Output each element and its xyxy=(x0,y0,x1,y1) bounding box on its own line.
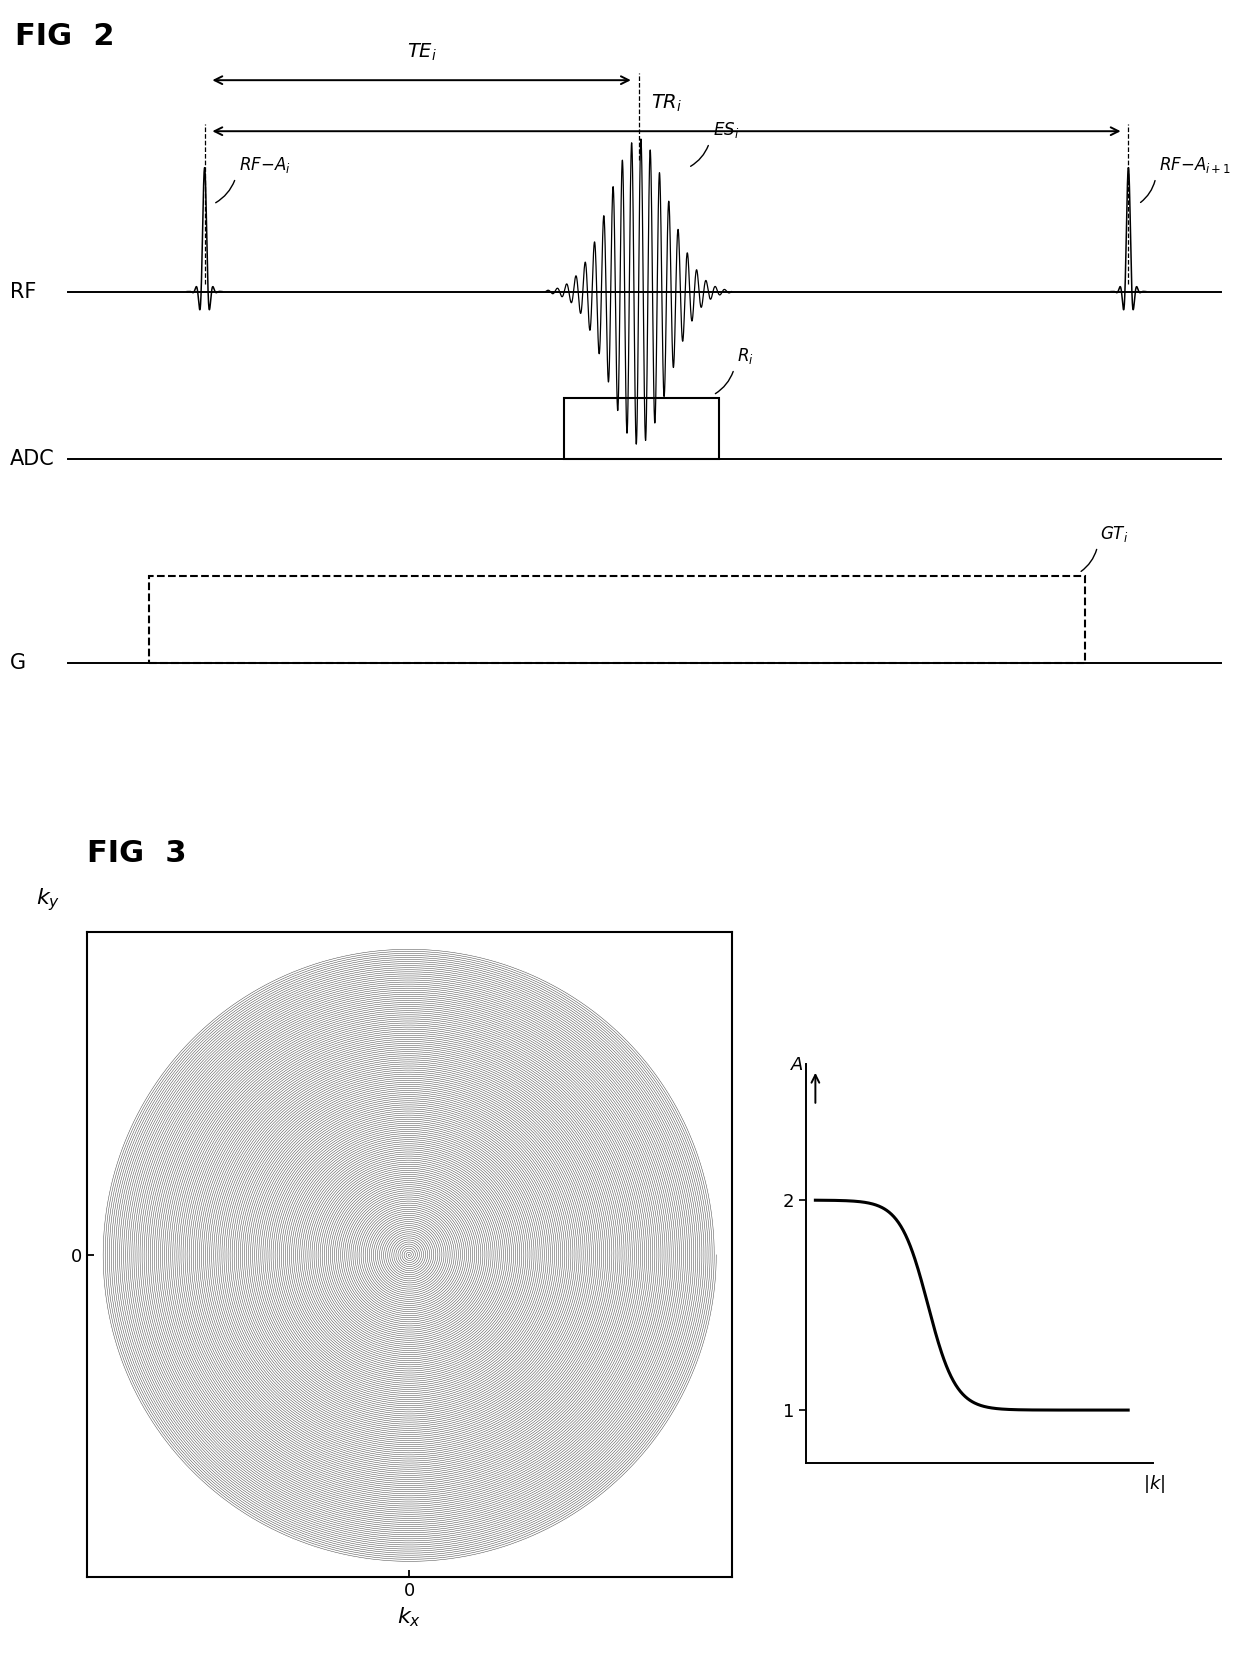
Text: RF: RF xyxy=(10,281,36,301)
Text: G: G xyxy=(10,653,26,673)
Text: $GT_i$: $GT_i$ xyxy=(1100,524,1128,543)
Text: $RF\mathrm{-}A_{i+1}$: $RF\mathrm{-}A_{i+1}$ xyxy=(1159,155,1231,175)
X-axis label: $k_x$: $k_x$ xyxy=(397,1605,422,1629)
Text: $|k|$: $|k|$ xyxy=(1143,1473,1166,1496)
Bar xyxy=(564,397,719,459)
Text: FIG  2: FIG 2 xyxy=(15,22,114,52)
Y-axis label: $k_y$: $k_y$ xyxy=(36,886,61,912)
Text: ADC: ADC xyxy=(10,449,55,469)
Text: $RF\mathrm{-}A_i$: $RF\mathrm{-}A_i$ xyxy=(239,155,291,175)
Text: $R_i$: $R_i$ xyxy=(737,346,753,366)
Text: $TE_i$: $TE_i$ xyxy=(407,42,436,63)
Bar xyxy=(149,575,1085,663)
Text: $ES_i$: $ES_i$ xyxy=(713,120,739,140)
Text: $A$: $A$ xyxy=(790,1055,804,1074)
Text: $TR_i$: $TR_i$ xyxy=(651,93,682,113)
Text: FIG  3: FIG 3 xyxy=(87,839,186,868)
